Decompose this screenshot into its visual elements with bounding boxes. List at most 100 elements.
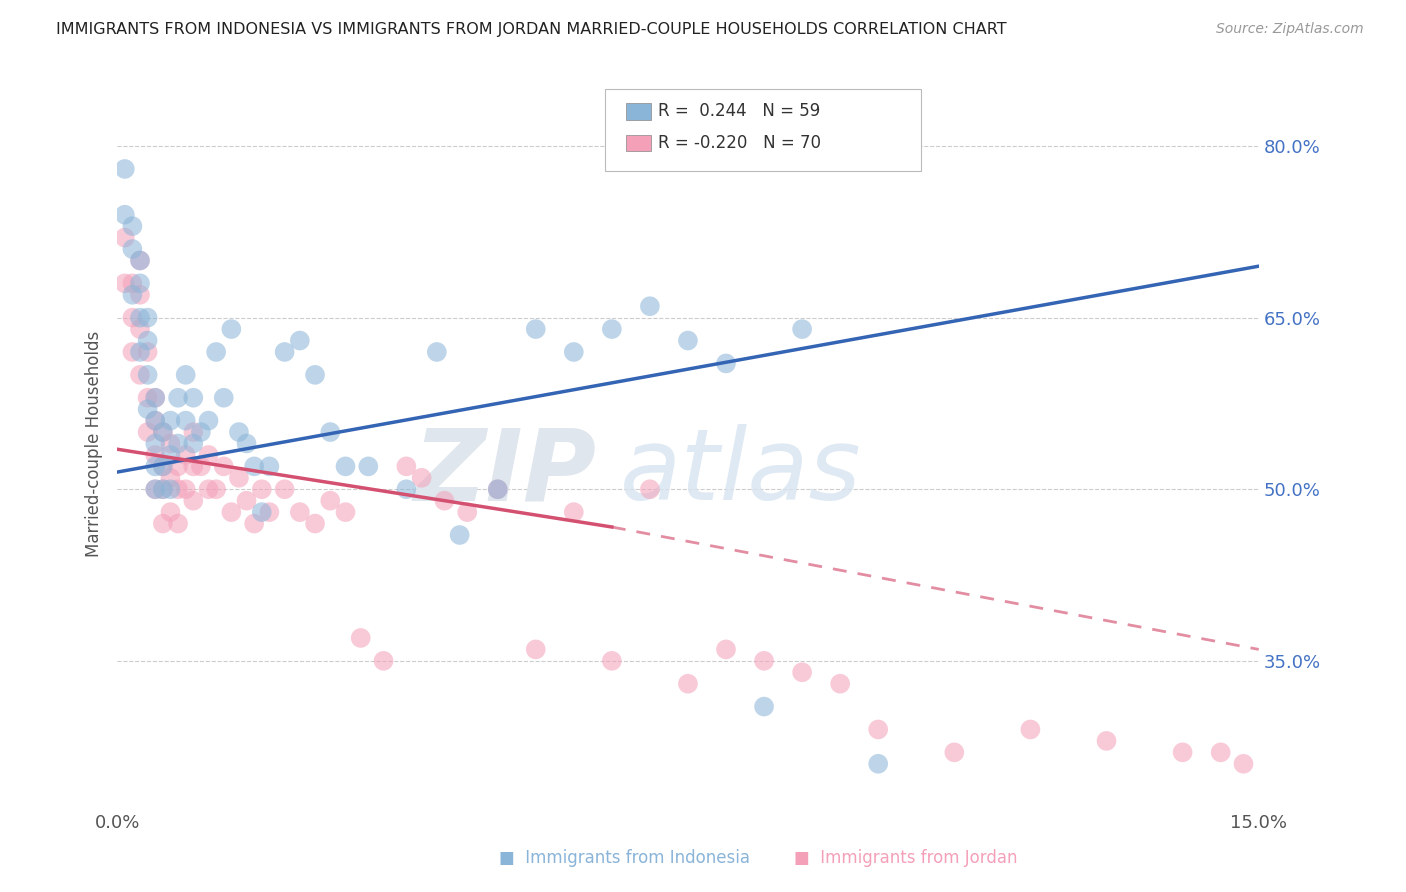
Point xyxy=(152,482,174,496)
Point xyxy=(752,654,775,668)
Point xyxy=(373,654,395,668)
Point xyxy=(676,676,699,690)
Point xyxy=(143,391,166,405)
Point xyxy=(159,471,181,485)
Point xyxy=(114,161,136,176)
Point xyxy=(136,425,159,439)
Point xyxy=(121,310,143,325)
Point xyxy=(143,391,166,405)
Point xyxy=(159,505,181,519)
Point xyxy=(205,345,228,359)
Point xyxy=(235,493,257,508)
Point xyxy=(152,425,174,439)
Point xyxy=(221,505,243,519)
Point xyxy=(136,402,159,417)
Point xyxy=(562,505,585,519)
Point xyxy=(136,391,159,405)
Point xyxy=(830,676,852,690)
Point xyxy=(250,505,273,519)
Point xyxy=(129,322,152,336)
Point xyxy=(167,459,190,474)
Point xyxy=(395,482,418,496)
Point xyxy=(714,356,737,370)
Point xyxy=(129,368,152,382)
Point xyxy=(486,482,509,496)
Point xyxy=(319,425,342,439)
Text: IMMIGRANTS FROM INDONESIA VS IMMIGRANTS FROM JORDAN MARRIED-COUPLE HOUSEHOLDS CO: IMMIGRANTS FROM INDONESIA VS IMMIGRANTS … xyxy=(56,22,1007,37)
Point xyxy=(638,299,661,313)
Point xyxy=(143,436,166,450)
Point xyxy=(259,459,281,474)
Point xyxy=(197,482,219,496)
Point xyxy=(1171,745,1194,759)
Point xyxy=(181,425,204,439)
Point xyxy=(433,493,456,508)
Text: Source: ZipAtlas.com: Source: ZipAtlas.com xyxy=(1216,22,1364,37)
Point xyxy=(152,459,174,474)
Text: ZIP: ZIP xyxy=(413,425,596,521)
Point xyxy=(181,391,204,405)
Point xyxy=(1209,745,1232,759)
Point xyxy=(1019,723,1042,737)
Text: R =  0.244   N = 59: R = 0.244 N = 59 xyxy=(658,103,820,120)
Point xyxy=(167,436,190,450)
Point xyxy=(152,516,174,531)
Point xyxy=(243,459,266,474)
Point xyxy=(250,482,273,496)
Point xyxy=(114,277,136,291)
Point xyxy=(129,345,152,359)
Point xyxy=(152,482,174,496)
Point xyxy=(136,334,159,348)
Point xyxy=(1095,734,1118,748)
Point xyxy=(335,505,357,519)
Point xyxy=(121,277,143,291)
Point xyxy=(449,528,471,542)
Point xyxy=(456,505,478,519)
Point xyxy=(752,699,775,714)
Point xyxy=(228,471,250,485)
Point xyxy=(190,425,212,439)
Point xyxy=(243,516,266,531)
Point xyxy=(562,345,585,359)
Point xyxy=(411,471,433,485)
Point xyxy=(235,436,257,450)
Point xyxy=(524,322,547,336)
Point xyxy=(304,368,326,382)
Point xyxy=(288,505,311,519)
Point xyxy=(868,723,890,737)
Text: ■  Immigrants from Indonesia: ■ Immigrants from Indonesia xyxy=(499,849,751,867)
Point xyxy=(129,253,152,268)
Point xyxy=(288,334,311,348)
Point xyxy=(600,322,623,336)
Point xyxy=(114,208,136,222)
Point xyxy=(159,448,181,462)
Point xyxy=(174,414,197,428)
Point xyxy=(114,230,136,244)
Point xyxy=(1232,756,1254,771)
Text: R = -0.220   N = 70: R = -0.220 N = 70 xyxy=(658,134,821,152)
Point xyxy=(790,322,813,336)
Point xyxy=(676,334,699,348)
Point xyxy=(129,310,152,325)
Point xyxy=(426,345,449,359)
Point xyxy=(121,287,143,301)
Point xyxy=(197,414,219,428)
Point xyxy=(205,482,228,496)
Point xyxy=(181,459,204,474)
Point xyxy=(335,459,357,474)
Point xyxy=(181,436,204,450)
Point xyxy=(319,493,342,508)
Point xyxy=(167,391,190,405)
Point xyxy=(121,345,143,359)
Point xyxy=(136,310,159,325)
Point xyxy=(273,345,295,359)
Point xyxy=(136,368,159,382)
Point xyxy=(868,756,890,771)
Point xyxy=(143,482,166,496)
Point xyxy=(181,493,204,508)
Point xyxy=(121,219,143,234)
Point xyxy=(486,482,509,496)
Point xyxy=(174,448,197,462)
Point xyxy=(273,482,295,496)
Point xyxy=(197,448,219,462)
